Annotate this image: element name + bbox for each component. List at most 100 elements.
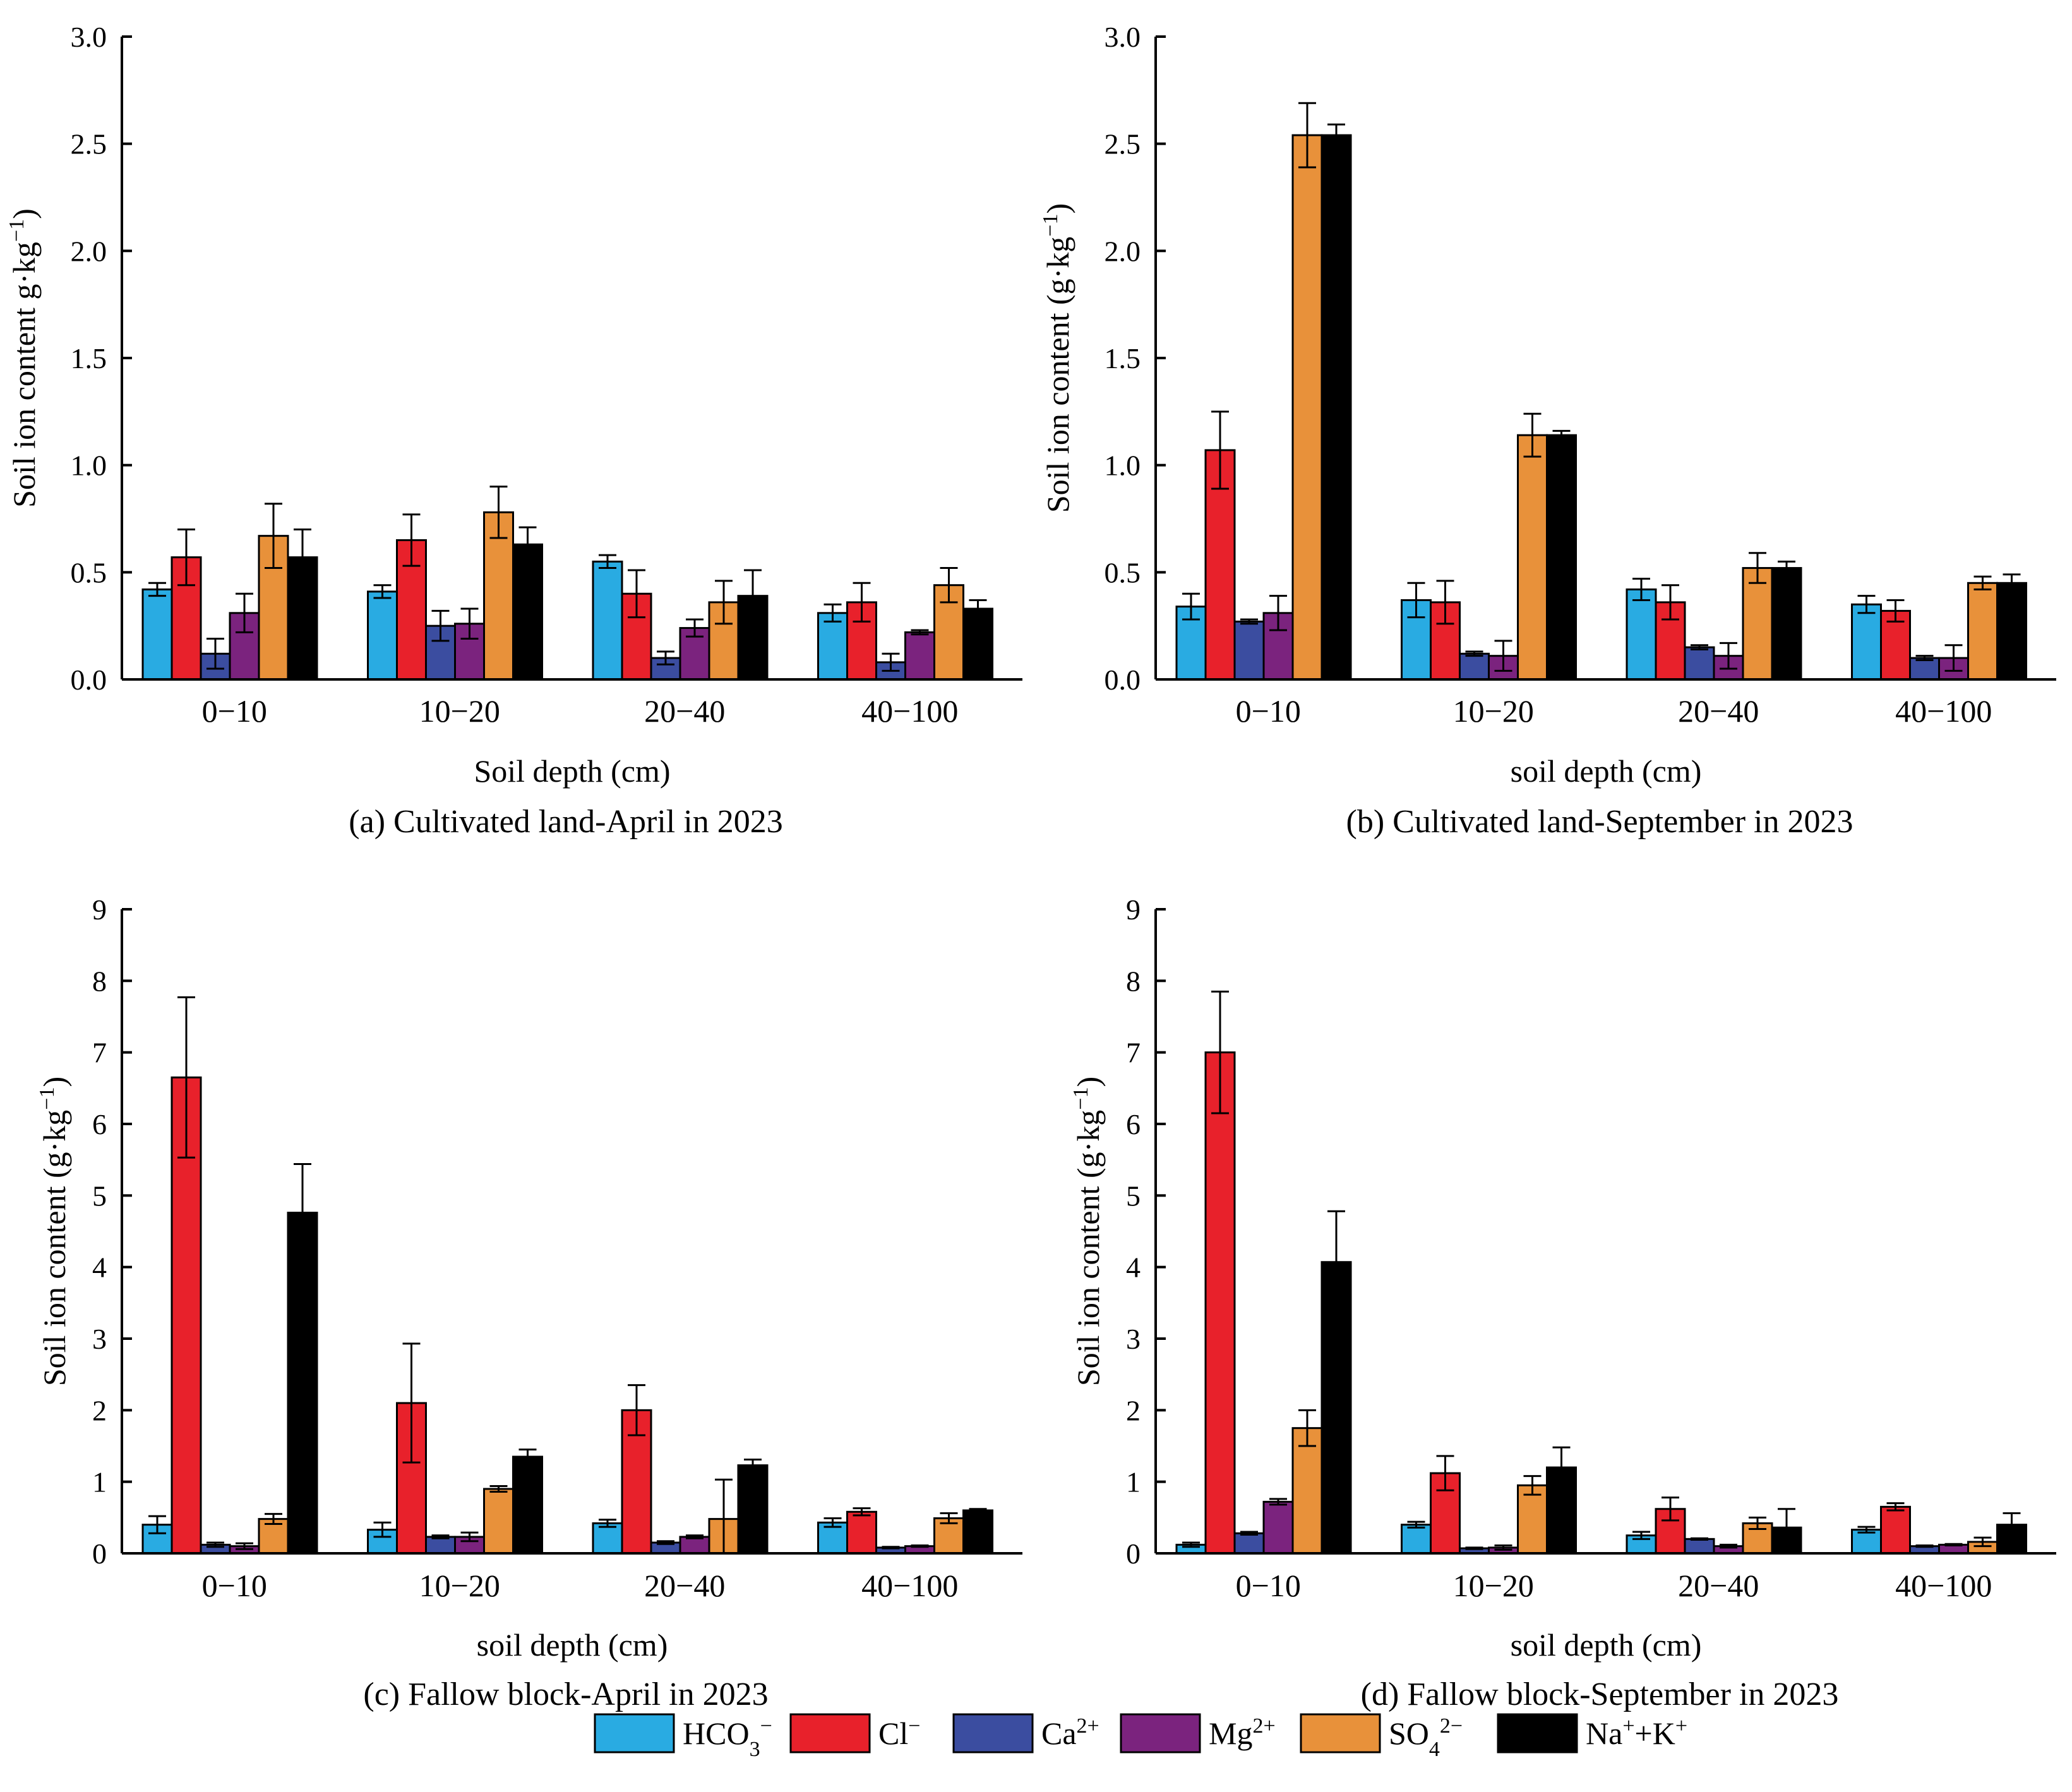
error-bar [686, 1534, 704, 1539]
error-bar [1436, 580, 1454, 625]
bar [1909, 657, 1940, 681]
y-tick-label: 9 [1126, 893, 1141, 926]
error-bar [911, 629, 929, 636]
error-bar [373, 584, 392, 599]
bar [846, 1510, 877, 1555]
error-bar [715, 580, 733, 625]
y-tick-label: 0.5 [71, 556, 107, 588]
bar [962, 607, 993, 681]
y-axis-label: Soil ion content (g·kg−1) [1069, 1077, 1106, 1386]
y-tick-label: 9 [92, 893, 107, 926]
y-tick-label: 8 [92, 965, 107, 997]
chart-panel: 0−10 10−20 20−40 40−100 0.0 0.5 1.0 1.5 2.0 2.5 3.… [1039, 21, 2056, 840]
y-tick-label: 3.0 [1105, 21, 1141, 53]
x-tick-label: 20−40 [644, 1568, 725, 1603]
bar [1401, 1524, 1432, 1555]
x-tick-label: 20−40 [644, 693, 725, 729]
error-bar [969, 599, 987, 619]
y-tick-label: 2 [92, 1394, 107, 1426]
error-bar [1436, 1455, 1454, 1491]
error-bar [1494, 640, 1512, 672]
x-tick-label: 40−100 [1895, 1568, 1992, 1603]
x-axis-label: Soil depth (cm) [474, 753, 670, 789]
x-tick-label: 0−10 [202, 1568, 267, 1603]
error-bar [1182, 1541, 1200, 1548]
x-tick-label: 40−100 [861, 693, 958, 729]
error-bar [1523, 1475, 1542, 1496]
panels: 0−10 10−20 20−40 40−1000.00.51.01.52.02.53.… [5, 21, 2056, 1712]
error-bar [148, 582, 166, 597]
legend-swatch [1300, 1713, 1381, 1753]
legend-label: Ca2+ [1041, 1714, 1099, 1752]
y-tick-label: 1.5 [71, 342, 107, 374]
error-bar [489, 486, 508, 539]
error-bar [1691, 644, 1708, 650]
y-tick-label: 4 [1126, 1251, 1141, 1284]
bar [425, 1536, 456, 1555]
error-bar [177, 996, 195, 1159]
bar [512, 543, 543, 681]
error-bar [431, 609, 450, 642]
error-bar [1240, 1531, 1258, 1536]
error-bar [628, 569, 645, 619]
error-bar [1240, 618, 1258, 625]
y-tick-label: 0.0 [71, 664, 107, 696]
error-bar [686, 618, 704, 638]
x-tick-label: 0−10 [1236, 693, 1301, 729]
error-bar [1632, 578, 1650, 601]
error-bar [744, 569, 762, 623]
y-tick-label: 4 [92, 1251, 107, 1284]
error-bar [2003, 573, 2021, 593]
error-bar [940, 1512, 958, 1524]
error-bar [1778, 560, 1795, 576]
error-bar [489, 1484, 508, 1493]
error-bar [1407, 582, 1425, 619]
chart-panel: 0−10 10−20 20−40 40−100 0 1 2 3 4 5 6 7 8 9 Soil ion c… [35, 893, 1022, 1712]
error-bar [1662, 584, 1679, 621]
error-bar [207, 638, 224, 670]
x-tick-label: 0−10 [1236, 1568, 1301, 1603]
bar [1459, 652, 1490, 681]
legend: HCO3− Cl− Ca2+ Mg2+ SO42− Na++K+ [594, 1713, 1687, 1761]
x-tick-label: 10−20 [1453, 693, 1534, 729]
legend-swatch [594, 1713, 675, 1753]
legend-item: Na++K+ [1497, 1713, 1687, 1753]
y-tick-label: 2.0 [1105, 235, 1141, 267]
error-bar [853, 582, 871, 623]
bar [1233, 620, 1265, 681]
y-tick-label: 2.5 [1105, 128, 1141, 160]
error-bar [940, 567, 958, 604]
legend-swatch [952, 1713, 1034, 1753]
error-bar [628, 1384, 645, 1437]
y-tick-label: 0.5 [1105, 556, 1141, 588]
error-bar [177, 528, 195, 587]
error-bar [1327, 1210, 1345, 1314]
error-bar [1973, 1536, 1992, 1548]
bar [1967, 582, 1998, 681]
legend-label: Cl− [878, 1714, 920, 1752]
y-tick-label: 1.5 [1105, 342, 1141, 374]
x-tick-label: 10−20 [419, 1568, 500, 1603]
legend-item: Ca2+ [952, 1713, 1099, 1753]
bar [1771, 567, 1802, 681]
error-bar [599, 554, 616, 570]
panel-caption: (c) Fallow block-April in 2023 [363, 1676, 768, 1712]
y-tick-label: 1.0 [71, 450, 107, 482]
y-tick-label: 2.0 [71, 235, 107, 267]
bar [287, 1212, 318, 1555]
bar [1684, 646, 1715, 681]
legend-label: Mg2+ [1209, 1714, 1276, 1752]
error-bar [1944, 644, 1963, 672]
error-bar [1465, 1546, 1483, 1550]
x-tick-label: 20−40 [1678, 693, 1759, 729]
error-bar [402, 513, 421, 567]
y-tick-label: 3.0 [71, 21, 107, 53]
bar [1684, 1538, 1715, 1555]
error-bar [1211, 990, 1229, 1114]
y-tick-label: 0 [1126, 1538, 1141, 1570]
y-axis-label: Soil ion content (g·kg−1) [1039, 203, 1076, 513]
error-bar [1494, 1544, 1512, 1551]
y-tick-label: 5 [92, 1180, 107, 1212]
error-bar [1857, 595, 1876, 614]
bar [367, 590, 398, 681]
